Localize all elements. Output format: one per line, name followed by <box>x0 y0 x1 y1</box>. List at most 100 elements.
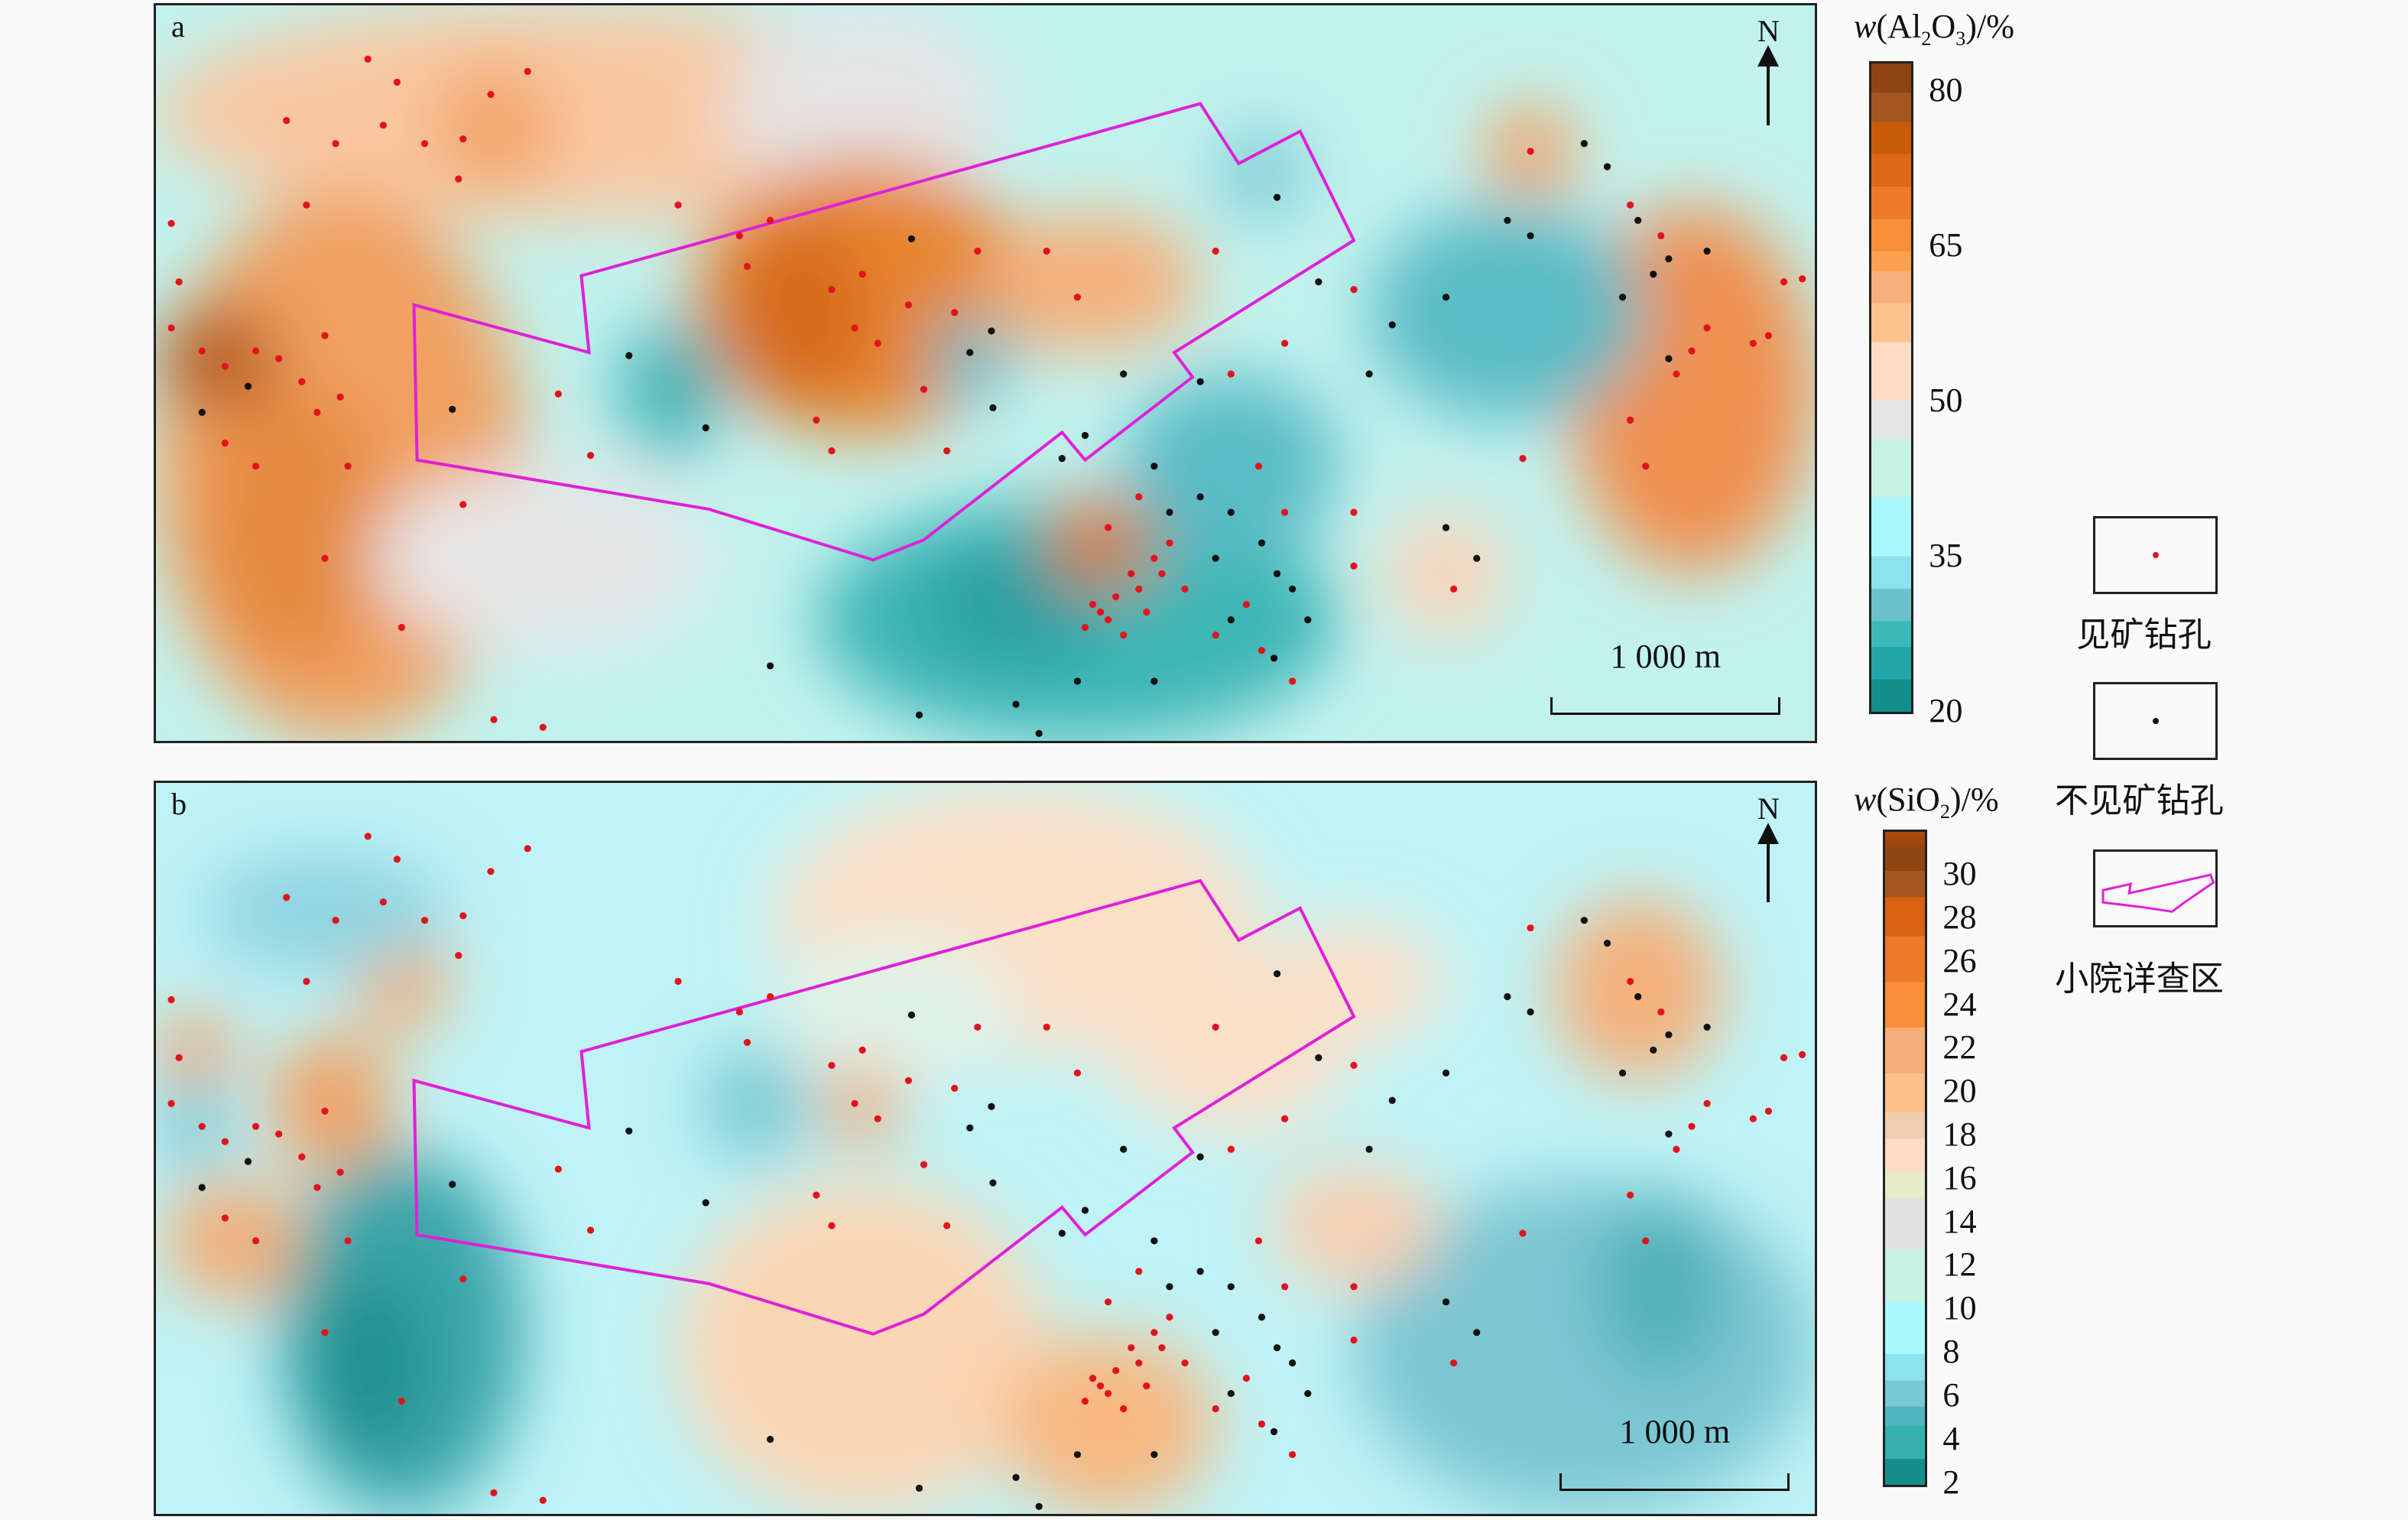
ore-drill-hole <box>321 1328 329 1336</box>
ore-drill-hole <box>398 1397 405 1405</box>
colorbar-tick-label: 35 <box>1929 537 1963 575</box>
ore-drill-hole <box>858 270 866 278</box>
no-ore-drill-hole <box>1058 1229 1066 1237</box>
no-ore-drill-hole <box>1073 1450 1081 1458</box>
ore-drill-hole <box>1626 1191 1634 1199</box>
ore-drill-hole <box>1780 278 1788 286</box>
ore-drill-hole <box>420 916 429 924</box>
ore-drill-hole <box>1135 1359 1143 1366</box>
colorbar-tick-label: 50 <box>1929 382 1963 420</box>
ore-drill-hole <box>1749 339 1757 347</box>
ore-drill-hole <box>221 1138 229 1145</box>
no-ore-drill-hole <box>1119 370 1128 378</box>
ore-drill-hole <box>459 501 467 508</box>
ore-drill-hole <box>813 416 820 424</box>
no-ore-drill-hole <box>1119 1145 1128 1153</box>
al2o3-colorbar <box>1868 61 1914 715</box>
ore-drill-hole <box>1519 455 1527 463</box>
ore-drill-hole <box>828 286 836 294</box>
ore-drill-hole <box>344 463 352 470</box>
ore-drill-hole <box>336 393 344 401</box>
colorbar-tick-label: 20 <box>1942 1072 1977 1110</box>
ore-drill-hole <box>586 452 595 460</box>
ore-drill-hole <box>303 977 310 985</box>
title-part: (SiO <box>1876 780 1940 818</box>
no-ore-drill-hole <box>1196 1153 1204 1161</box>
ore-drill-hole <box>364 832 372 840</box>
no-ore-drill-hole <box>1618 294 1627 301</box>
ore-drill-hole <box>1288 1450 1296 1458</box>
ore-drill-hole <box>1258 647 1265 654</box>
no-ore-drill-hole <box>766 662 774 670</box>
ore-drill-hole <box>167 219 175 227</box>
ore-drill-hole <box>298 378 306 385</box>
no-ore-drill-hole <box>1442 524 1450 531</box>
colorbar-tick-label: 16 <box>1942 1158 1977 1197</box>
no-ore-drill-hole <box>1058 455 1066 463</box>
ore-drill-hole <box>1703 1099 1711 1107</box>
ore-drill-hole <box>1673 370 1680 378</box>
ore-drill-hole <box>1764 332 1772 339</box>
ore-drill-hole <box>1043 1023 1050 1031</box>
ore-drill-hole <box>393 855 401 862</box>
no-ore-drill-hole <box>1150 677 1158 685</box>
ore-drill-hole <box>1280 1282 1289 1290</box>
ore-drill-hole <box>524 67 531 76</box>
no-ore-drill-hole <box>1634 992 1642 1000</box>
ore-drill-hole <box>283 117 290 125</box>
no-ore-drill-hole <box>1315 1054 1322 1061</box>
ore-drill-hole <box>851 324 858 332</box>
ore-drill-hole <box>487 90 495 99</box>
no-ore-drill-hole <box>1258 1313 1265 1320</box>
ore-drill-hole <box>920 385 928 393</box>
colorbar-tick-label: 80 <box>1929 71 1963 109</box>
ore-drill-hole <box>332 140 339 148</box>
colorbar-tick-label: 12 <box>1942 1246 1977 1284</box>
ore-drill-hole <box>459 1275 467 1282</box>
ore-drill-hole <box>1143 608 1150 616</box>
no-ore-drill-hole <box>702 1198 709 1207</box>
no-ore-drill-hole <box>1150 1450 1158 1458</box>
ore-drill-hole <box>490 716 498 723</box>
colorbar-tick-label: 24 <box>1942 985 1977 1023</box>
ore-drill-hole <box>674 977 682 985</box>
ore-drill-hole <box>1143 1382 1150 1389</box>
ore-drill-hole <box>586 1226 595 1234</box>
scale-label: 1 000 m <box>1610 637 1722 675</box>
colorbar-tick-label: 10 <box>1942 1289 1977 1327</box>
no-ore-drill-hole <box>989 404 997 411</box>
ore-drill-hole <box>1227 1145 1235 1153</box>
colorbar-tick-label: 30 <box>1942 855 1977 893</box>
ore-drill-hole <box>920 1161 928 1168</box>
north-arrow: N <box>1750 14 1787 125</box>
ore-drill-hole <box>1350 286 1358 294</box>
ore-drill-hole <box>674 201 682 209</box>
no-ore-drill-hole <box>1473 1328 1481 1336</box>
ore-drill-hole <box>1073 1069 1081 1077</box>
ore-drill-hole <box>1212 1023 1219 1031</box>
ore-drill-hole <box>1626 201 1634 209</box>
no-ore-drill-hole <box>915 1484 923 1492</box>
ore-drill-hole <box>1104 1389 1112 1397</box>
colorbar-tick-label: 28 <box>1942 898 1977 936</box>
legend-survey-area-label: 小院详查区 <box>2055 959 2224 999</box>
north-arrow-icon <box>1757 822 1780 903</box>
ore-drill-hole <box>828 1061 836 1069</box>
colorbar-tick-label: 14 <box>1942 1202 1977 1240</box>
legend-ore-hole-swatch <box>2093 516 2218 595</box>
no-ore-drill-hole <box>1035 1502 1043 1510</box>
ore-drill-hole <box>221 362 229 370</box>
ore-drill-hole <box>1798 274 1806 283</box>
survey-area-boundary <box>412 102 1356 562</box>
north-label: N <box>1757 14 1780 49</box>
ore-drill-hole <box>1212 632 1219 639</box>
no-ore-drill-hole <box>1196 493 1204 501</box>
no-ore-drill-hole <box>766 1435 774 1443</box>
ore-drill-hole <box>379 122 387 129</box>
ore-drill-hole <box>874 1115 881 1122</box>
ore-drill-hole <box>524 844 531 852</box>
ore-drill-hole <box>735 1008 743 1015</box>
ore-drill-hole <box>743 1038 751 1046</box>
legend-survey-area-swatch <box>2093 849 2218 928</box>
ore-drill-hole <box>1096 608 1105 616</box>
